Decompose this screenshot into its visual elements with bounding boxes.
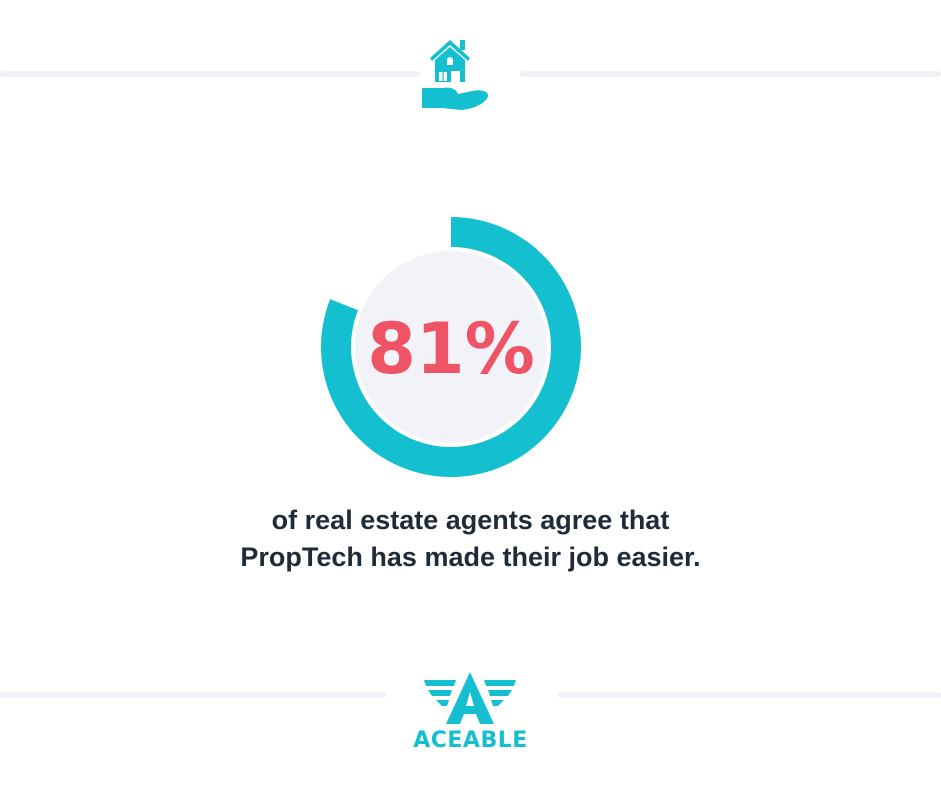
divider-bottom-right bbox=[558, 692, 941, 698]
caption-line-1: of real estate agents agree that bbox=[271, 505, 670, 535]
donut-chart: 81% bbox=[320, 217, 581, 477]
divider-top-left bbox=[0, 71, 420, 77]
donut-center bbox=[355, 251, 547, 443]
percentage-label: 81% bbox=[367, 308, 535, 390]
logo-text: ACEABLE bbox=[413, 728, 528, 753]
divider-bottom-left bbox=[0, 692, 386, 698]
aceable-logo-icon bbox=[424, 672, 516, 724]
divider-top-right bbox=[520, 71, 941, 77]
house-in-hand-icon bbox=[422, 40, 488, 110]
caption-line-2: PropTech has made their job easier. bbox=[240, 542, 701, 572]
caption: of real estate agents agree that PropTec… bbox=[0, 502, 941, 576]
